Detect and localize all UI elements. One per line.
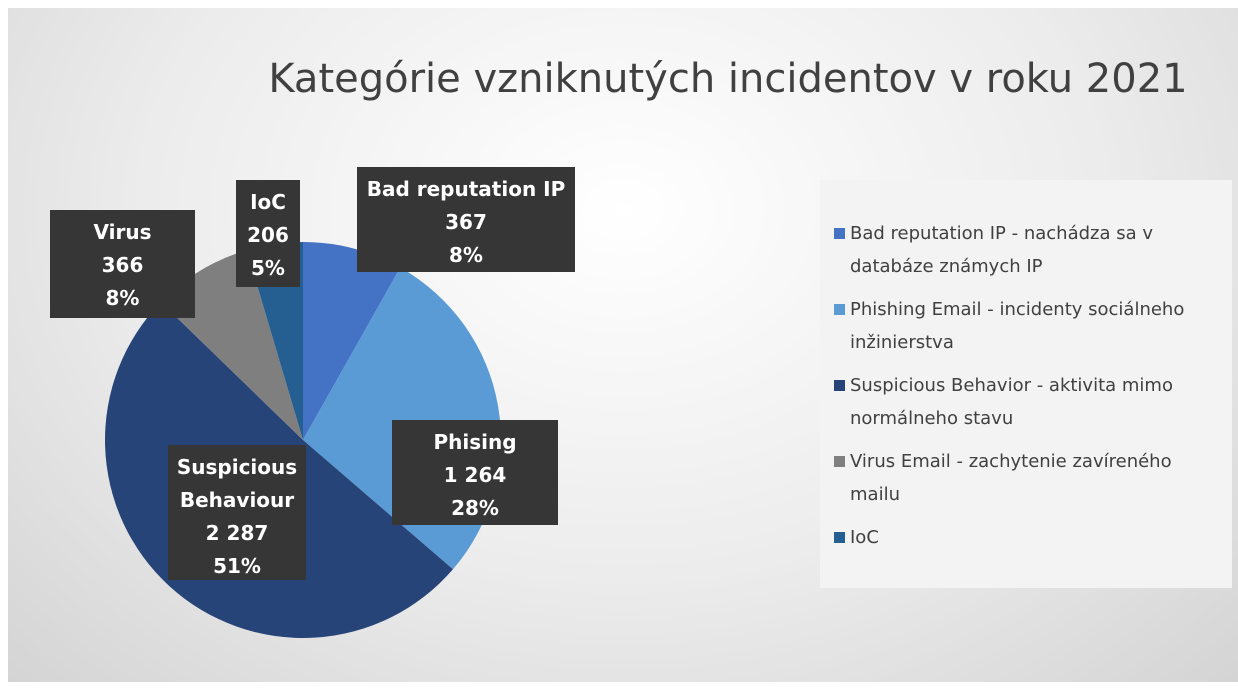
- legend-swatch: [834, 532, 845, 543]
- data-label: Bad reputation IP 367 8%: [357, 167, 575, 272]
- legend-entry: IoC: [830, 521, 1225, 554]
- chart-title: Kategórie vzniknutých incidentov v roku …: [268, 56, 1188, 102]
- pie-slice: [246, 242, 303, 440]
- data-label: Suspicious Behaviour 2 287 51%: [168, 445, 306, 580]
- legend-swatch: [834, 228, 845, 239]
- legend-swatch: [834, 456, 845, 467]
- legend-label: Bad reputation IP - nachádza sa v databá…: [850, 223, 1154, 277]
- data-label-percent: 51%: [213, 554, 261, 578]
- data-label: IoC 206 5%: [236, 180, 300, 287]
- legend: Bad reputation IP - nachádza sa v databá…: [820, 180, 1232, 588]
- data-label-value: 366: [101, 253, 144, 277]
- chart: Kategórie vzniknutých incidentov v roku …: [8, 8, 1238, 682]
- data-label-name: IoC: [250, 190, 286, 214]
- legend-label: IoC: [850, 527, 879, 548]
- legend-label: Virus Email - zachytenie zavíreného mail…: [850, 451, 1172, 505]
- data-label: Phising 1 264 28%: [392, 420, 558, 525]
- data-label-percent: 28%: [451, 496, 499, 520]
- pie-slice: [160, 250, 303, 440]
- data-label-value: 367: [445, 210, 487, 234]
- pie-slice: [303, 242, 401, 440]
- data-label-percent: 8%: [449, 243, 483, 267]
- data-label-percent: 8%: [105, 286, 140, 310]
- legend-swatch: [834, 380, 845, 391]
- legend-swatch: [834, 304, 845, 315]
- data-label-name: Bad reputation IP: [366, 177, 566, 201]
- data-label-name: Virus: [93, 220, 152, 244]
- legend-label: Phishing Email - incidenty sociálneho in…: [850, 299, 1185, 353]
- legend-entry: Phishing Email - incidenty sociálneho in…: [830, 293, 1225, 359]
- legend-entry: Virus Email - zachytenie zavíreného mail…: [830, 445, 1225, 511]
- data-label-percent: 5%: [251, 256, 285, 280]
- data-label-name: Suspicious Behaviour: [176, 455, 298, 512]
- data-label-value: 2 287: [205, 521, 269, 545]
- data-label-value: 206: [247, 223, 289, 247]
- legend-label: Suspicious Behavior - aktivita mimo norm…: [850, 375, 1173, 429]
- legend-entry: Suspicious Behavior - aktivita mimo norm…: [830, 369, 1225, 435]
- data-label-name: Phising: [433, 430, 517, 454]
- data-label-value: 1 264: [443, 463, 507, 487]
- data-label: Virus 366 8%: [50, 210, 195, 318]
- legend-entry: Bad reputation IP - nachádza sa v databá…: [830, 217, 1225, 283]
